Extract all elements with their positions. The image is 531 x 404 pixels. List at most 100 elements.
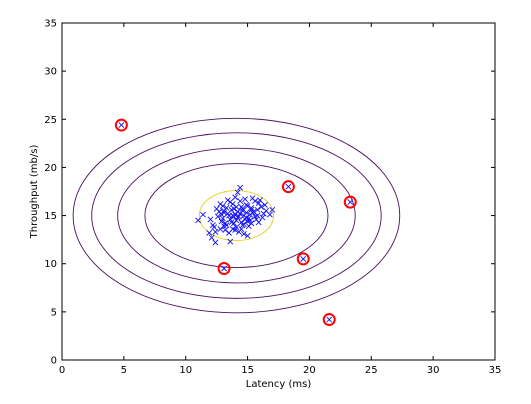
- contour-ring-5: [72, 117, 401, 314]
- x-tick-label-10: 10: [179, 365, 192, 376]
- data-point-56: [213, 205, 220, 212]
- y-tick-label-10: 10: [44, 259, 57, 270]
- data-point-85: [237, 184, 244, 191]
- data-point-43: [221, 207, 227, 214]
- y-tick-label-5: 5: [51, 307, 57, 318]
- anomaly-cross-2: [285, 183, 292, 190]
- y-tick-label-35: 35: [44, 19, 57, 30]
- data-point-90: [227, 238, 234, 245]
- anomaly-circle-4: [217, 262, 231, 276]
- data-point-66: [228, 206, 235, 213]
- data-point-96: [248, 206, 255, 213]
- data-point-88: [266, 211, 273, 218]
- anomaly-layer: [114, 118, 357, 327]
- y-tick-label-15: 15: [44, 211, 57, 222]
- anomaly-circle-6: [322, 313, 336, 327]
- anomaly-point-6: [322, 313, 336, 327]
- data-point-77: [240, 230, 247, 237]
- data-point-30: [235, 213, 242, 220]
- data-point-42: [257, 197, 263, 204]
- points-layer: [195, 184, 276, 246]
- anomaly-point-3: [343, 195, 357, 209]
- x-tick-label-15: 15: [241, 365, 254, 376]
- data-point-23: [233, 224, 240, 231]
- data-point-71: [217, 201, 224, 207]
- data-point-74: [226, 212, 232, 219]
- data-point-79: [247, 217, 253, 224]
- y-tick-label-20: 20: [44, 163, 57, 174]
- data-point-18: [237, 198, 244, 205]
- anomaly-point-5: [296, 252, 310, 266]
- data-point-80: [238, 219, 245, 226]
- data-point-57: [233, 217, 240, 224]
- data-point-81: [229, 226, 236, 232]
- data-point-33: [232, 194, 239, 201]
- anomaly-cross-1: [118, 122, 125, 128]
- axis-layer: 0 5 10 15 20 25 30 35 0 5 10 15 20 25 30 35: [44, 19, 501, 377]
- x-tick-label-35: 35: [489, 365, 502, 376]
- data-point-68: [252, 198, 258, 205]
- data-point-53: [222, 227, 229, 233]
- contour-layer: [72, 117, 401, 314]
- data-point-84: [206, 229, 213, 236]
- data-point-59: [254, 212, 261, 219]
- data-point-93: [233, 203, 240, 210]
- data-point-65: [259, 214, 266, 221]
- data-point-29: [248, 204, 255, 211]
- data-point-64: [211, 224, 218, 231]
- data-point-75: [261, 202, 268, 208]
- anomaly-circle-3: [343, 195, 357, 209]
- data-point-58: [224, 197, 231, 204]
- contour-ring-1: [198, 190, 275, 242]
- data-point-7: [254, 206, 261, 213]
- contour-ring-4: [91, 132, 382, 299]
- data-point-15: [218, 218, 225, 225]
- data-point-25: [255, 200, 262, 206]
- data-point-60: [239, 222, 246, 229]
- x-tick-label-5: 5: [121, 365, 127, 376]
- anomaly-cross-4: [221, 265, 227, 272]
- data-point-78: [221, 209, 227, 216]
- anomaly-cross-5: [300, 255, 307, 262]
- data-point-92: [208, 234, 215, 241]
- anomaly-circle-5: [296, 252, 310, 266]
- anomaly-cross-3: [347, 199, 354, 206]
- data-point-28: [217, 226, 224, 232]
- anomaly-cross-6: [326, 316, 333, 323]
- x-tick-label-20: 20: [303, 365, 316, 376]
- data-point-61: [219, 215, 226, 222]
- x-tick-label-25: 25: [365, 365, 378, 376]
- data-point-63: [235, 229, 242, 235]
- data-point-87: [212, 239, 219, 246]
- data-point-73: [234, 189, 241, 196]
- contour-ring-3: [117, 147, 356, 284]
- anomaly-circle-2: [281, 180, 295, 194]
- data-point-70: [243, 214, 250, 221]
- data-point-69: [223, 222, 230, 229]
- x-tick-label-30: 30: [427, 365, 440, 376]
- anomaly-circle-1: [114, 118, 128, 132]
- data-point-83: [195, 217, 202, 224]
- y-axis-label: Throughput (mb/s): [29, 145, 40, 240]
- data-point-34: [214, 213, 221, 220]
- y-tick-label-25: 25: [44, 115, 57, 126]
- data-point-95: [239, 205, 246, 212]
- data-point-19: [212, 229, 219, 235]
- data-point-82: [255, 219, 262, 226]
- data-point-89: [200, 211, 206, 218]
- contour-ring-2: [144, 163, 329, 269]
- data-point-51: [237, 210, 244, 217]
- data-point-14: [258, 203, 265, 210]
- plot-area: [61, 22, 496, 361]
- data-point-94: [231, 213, 237, 220]
- data-point-54: [242, 196, 249, 203]
- y-tick-label-30: 30: [44, 67, 57, 78]
- y-tick-label-0: 0: [51, 356, 57, 367]
- data-point-86: [244, 232, 251, 239]
- data-point-55: [248, 220, 255, 227]
- x-axis-label: Latency (ms): [246, 379, 312, 390]
- x-tick-label-0: 0: [59, 365, 65, 376]
- anomaly-point-1: [114, 118, 128, 132]
- data-point-72: [249, 209, 256, 216]
- data-point-91: [269, 206, 276, 213]
